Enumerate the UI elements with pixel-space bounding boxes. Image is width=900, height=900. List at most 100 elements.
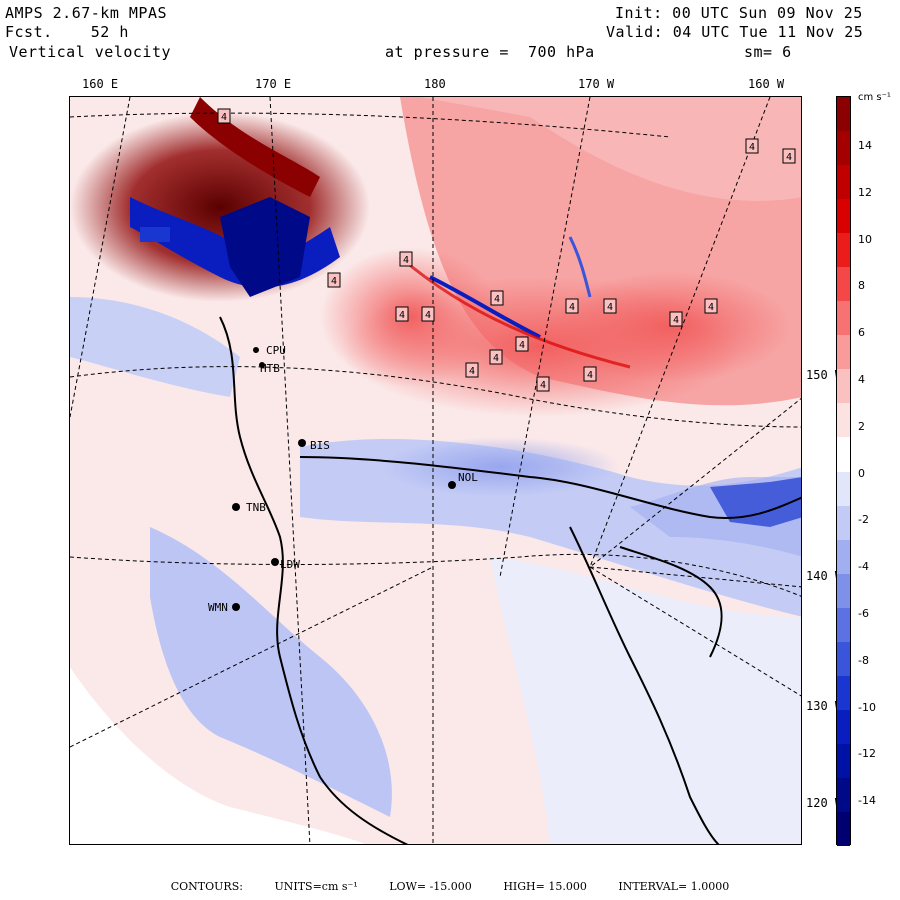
colorbar-tick-label: -4 bbox=[858, 560, 869, 574]
svg-text:4: 4 bbox=[403, 255, 409, 266]
contour-label: 4 bbox=[489, 349, 503, 365]
colorbar-swatch bbox=[837, 811, 850, 847]
footer-contours: CONTOURS: bbox=[170, 880, 243, 893]
jet-streak-blue-east bbox=[568, 236, 592, 298]
lon-label-170e: 170 E bbox=[255, 77, 292, 91]
station-cpu-label: CPU bbox=[266, 344, 286, 357]
colorbar-swatch bbox=[837, 301, 850, 336]
colorbar-swatch bbox=[837, 233, 850, 268]
nw-blue-core bbox=[220, 197, 310, 297]
colorbar-tick-label: 10 bbox=[858, 232, 872, 246]
footer-high: HIGH= 15.000 bbox=[503, 880, 587, 893]
contour-label: 4 bbox=[782, 148, 796, 164]
colorbar-swatch bbox=[837, 743, 850, 779]
colorbar-tick-label: 4 bbox=[858, 373, 865, 386]
svg-text:4: 4 bbox=[540, 380, 546, 391]
contour-info-footer: CONTOURS: UNITS=cm s⁻¹ LOW= -15.000 HIGH… bbox=[0, 880, 900, 893]
colorbar-tick-label: 14 bbox=[858, 139, 872, 152]
station-htb-label: HTB bbox=[260, 362, 280, 375]
colorbar-swatch bbox=[837, 709, 850, 745]
contour-label: 4 bbox=[395, 306, 409, 322]
station-cpu-dot bbox=[253, 347, 259, 353]
jet-streak-red bbox=[399, 255, 631, 369]
svg-text:4: 4 bbox=[494, 294, 500, 305]
contour-label: 4 bbox=[217, 108, 231, 124]
lat-label-140w: 140 W bbox=[806, 569, 843, 583]
east-blue-dark bbox=[710, 477, 801, 527]
svg-text:4: 4 bbox=[221, 112, 227, 123]
graticule bbox=[70, 97, 801, 844]
contour-label: 4 bbox=[583, 366, 597, 382]
station-wmn-label: WMN bbox=[208, 601, 228, 614]
svg-text:4: 4 bbox=[786, 152, 792, 163]
colorbar-tick-label: 6 bbox=[858, 326, 865, 340]
station-nol-label: NOL bbox=[458, 471, 478, 484]
contour-label: 4 bbox=[603, 298, 617, 314]
contour-labels: 4 4 4 4 4 4 4 4 4 4 4 4 4 4 4 4 4 bbox=[217, 108, 796, 392]
outside-domain-region bbox=[70, 667, 366, 844]
contour-label: 4 bbox=[565, 298, 579, 314]
colorbar-units: cm s⁻¹ bbox=[858, 92, 891, 103]
colorbar-tick-label: 0 bbox=[858, 466, 865, 480]
footer-low: LOW= -15.000 bbox=[389, 880, 472, 893]
colorbar-swatch bbox=[837, 437, 850, 472]
contour-label: 4 bbox=[327, 272, 341, 288]
station-tnb-dot bbox=[232, 503, 240, 511]
west-blue-patch bbox=[70, 297, 240, 397]
contour-label: 4 bbox=[465, 362, 479, 378]
lon-label-170w: 170 W bbox=[578, 77, 615, 91]
svg-text:4: 4 bbox=[399, 310, 405, 321]
lat-label-130w: 130 W bbox=[806, 699, 843, 713]
nw-blue-block bbox=[140, 227, 170, 242]
colorbar-tick-label: -14 bbox=[858, 794, 876, 808]
colorbar-swatch bbox=[837, 131, 850, 166]
station-nol-dot bbox=[448, 481, 456, 489]
colorbar-tick-label: 2 bbox=[858, 419, 865, 433]
svg-text:4: 4 bbox=[587, 370, 593, 381]
contour-label: 4 bbox=[515, 336, 529, 352]
smoothing-value: sm= 6 bbox=[744, 43, 792, 61]
jet-streak-blue bbox=[429, 275, 541, 339]
lon-label-160e: 160 E bbox=[82, 77, 119, 91]
pressure-level: at pressure = 700 hPa bbox=[385, 43, 595, 61]
contour-label: 4 bbox=[669, 311, 683, 327]
colorbar-tick-label: 12 bbox=[858, 185, 872, 199]
red-arc-east bbox=[550, 272, 790, 382]
colorbar-swatch bbox=[837, 539, 850, 575]
contour-label: 4 bbox=[536, 376, 550, 392]
footer-units: UNITS=cm s⁻¹ bbox=[274, 880, 358, 893]
colorbar bbox=[836, 96, 851, 847]
colorbar-swatch bbox=[837, 335, 850, 370]
coastline bbox=[219, 316, 801, 844]
station-tnb-label: TNB bbox=[246, 501, 266, 514]
lon-label-180: 180 bbox=[424, 77, 446, 91]
station-wmn-dot bbox=[232, 603, 240, 611]
colorbar-swatch bbox=[837, 165, 850, 200]
colorbar-swatch bbox=[837, 369, 850, 404]
model-title: AMPS 2.67-km MPAS bbox=[5, 4, 168, 22]
colorbar-swatch bbox=[837, 97, 850, 132]
init-time: Init: 00 UTC Sun 09 Nov 25 bbox=[615, 4, 863, 22]
colorbar-swatch bbox=[837, 641, 850, 677]
southwest-blue-patch bbox=[150, 527, 392, 817]
colorbar-swatch bbox=[837, 675, 850, 711]
contour-label: 4 bbox=[490, 290, 504, 306]
svg-text:4: 4 bbox=[673, 315, 679, 326]
svg-text:4: 4 bbox=[519, 340, 525, 351]
svg-text:4: 4 bbox=[569, 302, 575, 313]
footer-interval: INTERVAL= 1.0000 bbox=[618, 880, 730, 893]
station-bis-label: BIS bbox=[310, 439, 330, 452]
colorbar-swatch bbox=[837, 607, 850, 643]
colorbar-swatch bbox=[837, 777, 850, 813]
colorbar-swatch bbox=[837, 573, 850, 609]
station-htb-dot bbox=[259, 362, 265, 368]
contour-label: 4 bbox=[399, 251, 413, 267]
valid-time: Valid: 04 UTC Tue 11 Nov 25 bbox=[606, 23, 864, 41]
colorbar-tick-label: -10 bbox=[858, 700, 876, 714]
colorbar-tick-label: -12 bbox=[858, 747, 876, 761]
east-red-band bbox=[420, 97, 801, 201]
colorbar-tick-label: -2 bbox=[858, 513, 869, 527]
colorbar-tick-label: -8 bbox=[858, 653, 869, 667]
lower-east-field bbox=[490, 557, 801, 844]
station-markers bbox=[232, 347, 456, 611]
